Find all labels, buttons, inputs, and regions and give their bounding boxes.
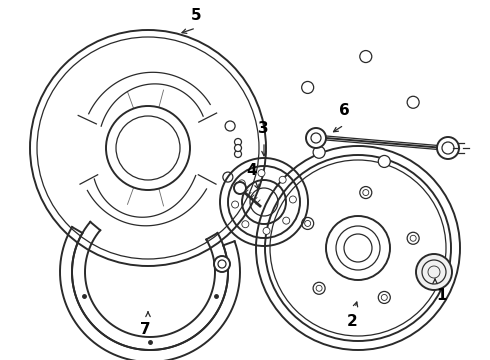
Text: 3: 3: [258, 121, 269, 135]
Circle shape: [235, 144, 242, 152]
Circle shape: [263, 228, 270, 234]
Circle shape: [378, 292, 391, 303]
Text: 4: 4: [246, 162, 257, 177]
Circle shape: [225, 121, 235, 131]
Circle shape: [258, 170, 265, 177]
Circle shape: [232, 201, 239, 208]
Circle shape: [407, 232, 419, 244]
Circle shape: [235, 150, 242, 158]
Circle shape: [416, 254, 452, 290]
Circle shape: [234, 182, 246, 194]
Text: 1: 1: [437, 288, 447, 303]
Circle shape: [242, 221, 249, 228]
Circle shape: [235, 139, 242, 145]
Circle shape: [437, 137, 459, 159]
Circle shape: [407, 96, 419, 108]
Circle shape: [306, 128, 326, 148]
Circle shape: [313, 282, 325, 294]
Text: 6: 6: [339, 103, 349, 117]
Circle shape: [360, 50, 372, 63]
Circle shape: [214, 256, 230, 272]
Circle shape: [302, 81, 314, 94]
Text: 7: 7: [140, 323, 150, 338]
Circle shape: [302, 217, 314, 229]
Circle shape: [378, 156, 391, 167]
Circle shape: [238, 180, 245, 187]
Circle shape: [360, 186, 372, 199]
Circle shape: [279, 176, 286, 183]
Text: 5: 5: [191, 8, 201, 23]
Circle shape: [290, 196, 296, 203]
Text: 2: 2: [346, 315, 357, 329]
Circle shape: [223, 172, 233, 182]
Circle shape: [283, 217, 290, 224]
Circle shape: [313, 146, 325, 158]
